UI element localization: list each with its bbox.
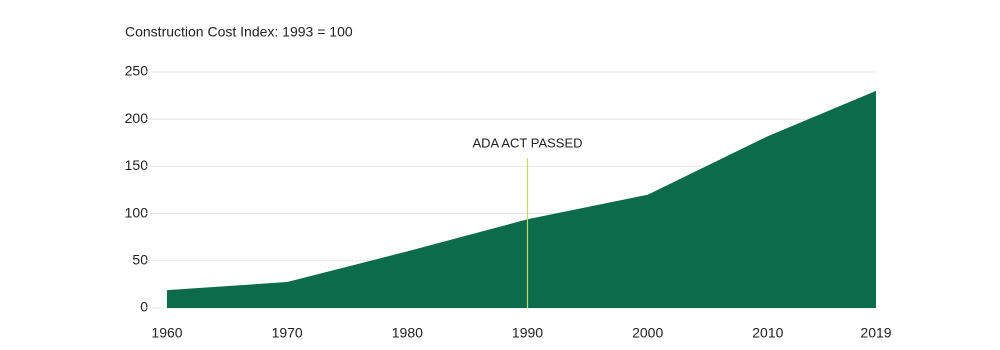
y-tick-label: 100 — [125, 204, 149, 220]
y-tick-label: 250 — [125, 63, 149, 79]
y-tick-label: 50 — [132, 252, 148, 268]
y-tick-label: 150 — [125, 157, 149, 173]
x-tick-label: 1960 — [151, 325, 182, 341]
y-tick-label: 200 — [125, 110, 149, 126]
chart-title: Construction Cost Index: 1993 = 100 — [125, 24, 353, 40]
x-tick-label: 1980 — [392, 325, 423, 341]
area — [167, 90, 876, 308]
y-tick-label: 0 — [140, 299, 148, 315]
x-tick-label: 2010 — [752, 325, 783, 341]
x-tick-label: 2019 — [860, 325, 891, 341]
x-tick-label: 1970 — [272, 325, 303, 341]
x-tick-label: 2000 — [632, 325, 663, 341]
x-tick-label: 1990 — [512, 325, 543, 341]
annotation-label: ADA ACT PASSED — [472, 135, 582, 150]
